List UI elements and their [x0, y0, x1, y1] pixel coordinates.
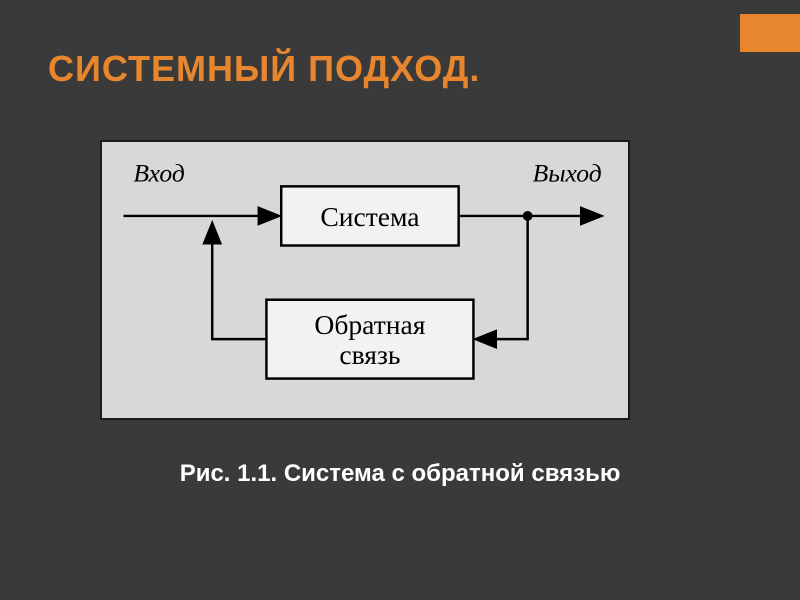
feedback-box-label1: Обратная — [314, 309, 425, 340]
feedback-box-label2: связь — [339, 339, 400, 370]
slide-title: СИСТЕМНЫЙ ПОДХОД. — [48, 48, 480, 90]
input-label: Вход — [133, 158, 184, 187]
arrow-feedback-return — [212, 225, 266, 339]
figure-caption: Рис. 1.1. Система с обратной связью — [0, 460, 800, 488]
diagram-svg: Вход Выход Система Обратная связь — [102, 142, 628, 418]
corner-accent — [740, 14, 800, 52]
feedback-diagram: Вход Выход Система Обратная связь — [100, 140, 630, 420]
system-box-label: Система — [320, 201, 419, 232]
output-label: Выход — [533, 158, 602, 187]
arrow-to-feedback — [477, 216, 527, 339]
